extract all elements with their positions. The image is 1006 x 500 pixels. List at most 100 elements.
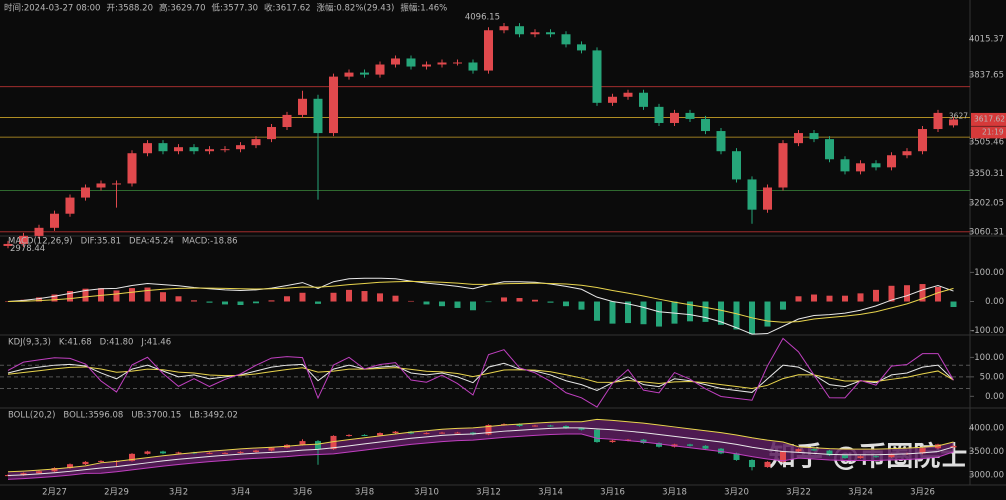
candle-body <box>454 432 461 434</box>
candle-body <box>919 448 926 454</box>
candle-body <box>516 424 523 426</box>
candle-body <box>96 183 106 188</box>
macd-bar <box>113 290 120 302</box>
macd-bar <box>268 300 275 302</box>
candle-body <box>406 58 416 67</box>
macd-bar <box>873 289 879 302</box>
macd-bar <box>671 301 678 324</box>
max-label: 4096.15 <box>465 12 500 22</box>
candle-body <box>763 187 772 210</box>
macd-bar <box>237 301 244 306</box>
macd-bar <box>826 295 833 302</box>
macd-bar <box>842 295 848 302</box>
y-tick-label: 100.00 <box>974 353 1004 363</box>
candle-body <box>685 112 695 119</box>
candle-body <box>794 133 803 144</box>
candle-body <box>826 450 833 456</box>
y-tick-label: 3060.31 <box>969 227 1004 237</box>
macd-bar <box>935 286 941 302</box>
header-info: 时间:2024-03-27 08:00 <box>4 3 100 14</box>
y-tick-label: 50.00 <box>980 372 1004 382</box>
y-tick-label: 3500.00 <box>969 447 1004 457</box>
candle-body <box>871 163 881 168</box>
macd-bar <box>98 288 104 302</box>
macd-bar <box>516 298 523 302</box>
x-tick-label: 3月20 <box>724 488 749 498</box>
candle-body <box>654 106 664 123</box>
macd-bar <box>904 285 910 302</box>
candle-body <box>873 456 879 458</box>
candle-body <box>902 151 912 156</box>
legend-entry: MACD:-18.86 <box>182 237 238 247</box>
candle-body <box>423 433 430 435</box>
macd-bar <box>439 301 445 307</box>
candle-body <box>344 72 354 77</box>
candle-body <box>299 441 306 445</box>
candle-body <box>857 456 864 459</box>
candle-body <box>437 62 447 65</box>
x-tick-label: 3月2 <box>169 488 188 498</box>
candle-body <box>392 431 399 434</box>
candle-body <box>50 213 59 228</box>
candle-body <box>19 235 28 244</box>
candle-body <box>236 145 245 150</box>
macd-bar <box>330 292 337 302</box>
min-label: 2978.44 <box>10 244 45 254</box>
header-info: 振幅:1.46% <box>400 3 447 14</box>
candle-body <box>780 451 786 462</box>
candle-body <box>950 445 957 448</box>
y-tick-label: 0.00 <box>985 297 1004 307</box>
macd-bar <box>656 301 662 327</box>
candle-body <box>515 26 524 35</box>
candle-body <box>81 187 90 198</box>
macd-bar <box>857 293 864 302</box>
macd-bar <box>191 300 197 302</box>
candle-body <box>485 425 492 435</box>
candle-body <box>174 147 183 152</box>
candle-body <box>160 451 166 454</box>
macd-bar <box>5 301 11 303</box>
candle-body <box>561 34 571 45</box>
candle-body <box>268 447 275 451</box>
candle-body <box>205 149 214 152</box>
candle-body <box>267 127 276 140</box>
macd-bar <box>594 301 600 321</box>
indicator-line <box>7 427 954 477</box>
indicator-line <box>7 277 954 335</box>
candle-body <box>391 58 400 65</box>
macd-bar <box>811 294 817 302</box>
candle-body <box>360 72 369 75</box>
y-tick-label: 3505.46 <box>969 138 1004 148</box>
macd-bar <box>578 301 585 310</box>
macd-bar <box>470 301 476 311</box>
candle-body <box>36 471 42 474</box>
legend-entry: MACD(12,26,9) <box>8 237 73 247</box>
x-tick-label: 3月8 <box>355 488 374 498</box>
legend-entry: BOLL:3596.08 <box>63 411 123 421</box>
candle-body <box>499 26 509 31</box>
indicator-line <box>7 366 954 390</box>
legend-entry: DEA:45.24 <box>129 237 174 247</box>
x-tick-label: 3月18 <box>662 488 687 498</box>
candle-body <box>547 425 554 427</box>
candle-body <box>98 460 104 462</box>
macd-bar <box>501 297 507 302</box>
x-tick-label: 3月14 <box>538 488 563 498</box>
legend-entry: J:41.46 <box>140 338 171 348</box>
macd-bar <box>795 296 802 302</box>
candle-body <box>578 428 585 430</box>
candle-body <box>453 62 462 64</box>
indicator-line <box>7 337 954 408</box>
candle-body <box>129 453 135 461</box>
candle-body <box>206 452 213 454</box>
indicator-line <box>7 280 954 323</box>
candle-body <box>484 30 493 71</box>
countdown: 21:19 <box>982 127 1004 136</box>
x-tick-label: 3月10 <box>414 488 439 498</box>
macd-bar <box>346 289 352 302</box>
candle-body <box>546 32 555 35</box>
candle-body <box>639 92 648 107</box>
macd-bar <box>51 294 58 302</box>
candle-body <box>253 450 259 452</box>
candle-body <box>608 96 617 103</box>
